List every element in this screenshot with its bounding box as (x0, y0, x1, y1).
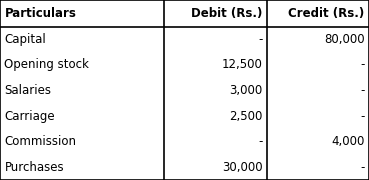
Text: Debit (Rs.): Debit (Rs.) (191, 7, 262, 20)
Text: Opening stock: Opening stock (4, 58, 89, 71)
Text: -: - (258, 135, 262, 148)
Text: -: - (258, 33, 262, 46)
Text: -: - (360, 110, 365, 123)
Text: -: - (360, 161, 365, 174)
Text: Credit (Rs.): Credit (Rs.) (288, 7, 365, 20)
Text: 3,000: 3,000 (229, 84, 262, 97)
Text: -: - (360, 84, 365, 97)
Text: Purchases: Purchases (4, 161, 64, 174)
Text: -: - (360, 58, 365, 71)
Text: Carriage: Carriage (4, 110, 55, 123)
Text: 80,000: 80,000 (324, 33, 365, 46)
Text: 30,000: 30,000 (222, 161, 262, 174)
Text: 12,500: 12,500 (221, 58, 262, 71)
Text: 4,000: 4,000 (331, 135, 365, 148)
Text: Commission: Commission (4, 135, 76, 148)
Text: 2,500: 2,500 (229, 110, 262, 123)
Text: Capital: Capital (4, 33, 46, 46)
Text: Particulars: Particulars (4, 7, 76, 20)
Text: Salaries: Salaries (4, 84, 51, 97)
